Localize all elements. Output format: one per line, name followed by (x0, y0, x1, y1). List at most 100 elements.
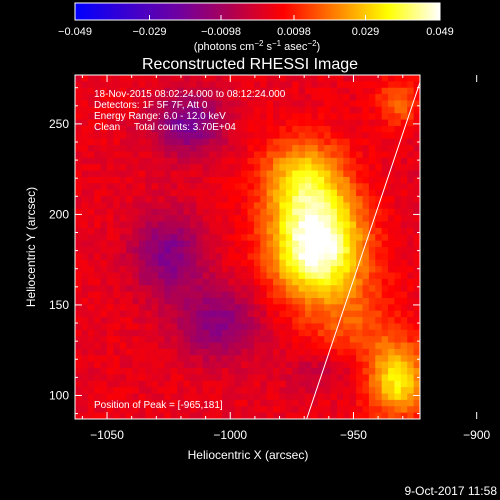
heatmap-cell (183, 189, 191, 197)
heatmap-cell (388, 393, 396, 401)
heatmap-cell (177, 361, 185, 369)
heatmap-cell (202, 253, 210, 261)
heatmap-cell (164, 189, 172, 197)
heatmap-cell (349, 259, 357, 267)
heatmap-cell (164, 291, 172, 299)
heatmap-cell (106, 176, 114, 184)
heatmap-cell (375, 87, 383, 95)
heatmap-cell (413, 208, 420, 216)
heatmap-cell (215, 75, 223, 82)
heatmap-cell (253, 278, 261, 286)
heatmap-cell (349, 399, 357, 407)
heatmap-cell (336, 145, 344, 153)
heatmap-cell (400, 272, 408, 280)
heatmap-cell (164, 151, 172, 159)
heatmap-cell (279, 202, 287, 210)
heatmap-cell (138, 164, 146, 172)
heatmap-cell (400, 259, 408, 267)
heatmap-cell (145, 164, 153, 172)
heatmap-cell (138, 75, 146, 82)
heatmap-cell (343, 348, 351, 356)
heatmap-cell (138, 176, 146, 184)
heatmap-cell (119, 393, 127, 401)
heatmap-cell (330, 304, 338, 312)
heatmap-cell (75, 323, 82, 331)
heatmap-cell (285, 247, 293, 254)
heatmap-cell (164, 355, 172, 363)
heatmap-cell (317, 157, 325, 165)
heatmap-cell (311, 119, 319, 127)
heatmap-cell (279, 336, 287, 344)
heatmap-cell (285, 412, 293, 419)
heatmap-cell (75, 310, 82, 318)
heatmap-cell (311, 176, 319, 184)
heatmap-cell (407, 113, 415, 121)
heatmap-cell (356, 164, 364, 172)
heatmap-cell (158, 176, 166, 184)
heatmap-cell (164, 266, 172, 274)
heatmap-cell (400, 387, 408, 395)
heatmap-cell (215, 387, 223, 395)
heatmap-cell (234, 310, 242, 318)
heatmap-cell (241, 336, 249, 344)
heatmap-cell (183, 297, 191, 305)
heatmap-cell (368, 87, 376, 95)
heatmap-cell (87, 106, 95, 114)
heatmap-cell (209, 100, 217, 108)
heatmap-cell (375, 291, 383, 299)
heatmap-cell (119, 310, 127, 318)
heatmap-cell (375, 157, 383, 165)
heatmap-cell (234, 329, 242, 337)
heatmap-cell (228, 247, 236, 254)
heatmap-cell (279, 266, 287, 274)
heatmap-cell (75, 317, 82, 325)
heatmap-cell (349, 387, 357, 395)
heatmap-cell (113, 208, 121, 216)
heatmap-cell (126, 234, 134, 242)
heatmap-cell (234, 75, 242, 82)
heatmap-cell (228, 266, 236, 274)
heatmap-cell (234, 87, 242, 95)
heatmap-cell (100, 374, 108, 382)
heatmap-cell (394, 348, 402, 356)
heatmap-cell (247, 196, 255, 204)
heatmap-cell (317, 380, 325, 388)
heatmap-cell (138, 297, 146, 305)
heatmap-cell (266, 317, 274, 325)
heatmap-cell (394, 266, 402, 274)
heatmap-cell (356, 176, 364, 184)
heatmap-cell (305, 227, 312, 235)
heatmap-cell (407, 348, 415, 356)
heatmap-cell (375, 170, 383, 178)
heatmap-cell (349, 297, 357, 305)
heatmap-cell (164, 406, 172, 414)
heatmap-cell (241, 285, 249, 293)
heatmap-cell (362, 285, 370, 293)
heatmap-cell (305, 189, 312, 197)
heatmap-cell (260, 240, 268, 248)
heatmap-cell (349, 151, 357, 159)
heatmap-cell (87, 164, 95, 172)
heatmap-cell (113, 355, 121, 363)
heatmap-cell (413, 374, 420, 382)
heatmap-cell (221, 304, 229, 312)
heatmap-cell (177, 81, 185, 89)
heatmap-cell (138, 323, 146, 331)
heatmap-cell (349, 393, 357, 401)
heatmap-cell (400, 240, 408, 248)
heatmap-cell (183, 151, 191, 159)
heatmap-cell (292, 100, 300, 108)
heatmap-cell (407, 253, 415, 261)
heatmap-cell (221, 234, 229, 242)
heatmap-cell (106, 297, 114, 305)
heatmap-cell (394, 215, 402, 223)
heatmap-cell (317, 266, 325, 274)
heatmap-cell (164, 323, 172, 331)
heatmap-cell (100, 336, 108, 344)
heatmap-cell (388, 368, 396, 376)
heatmap-cell (183, 227, 191, 235)
heatmap-cell (100, 145, 108, 153)
heatmap-cell (126, 170, 134, 178)
heatmap-cell (317, 329, 325, 337)
heatmap-cell (170, 221, 178, 229)
